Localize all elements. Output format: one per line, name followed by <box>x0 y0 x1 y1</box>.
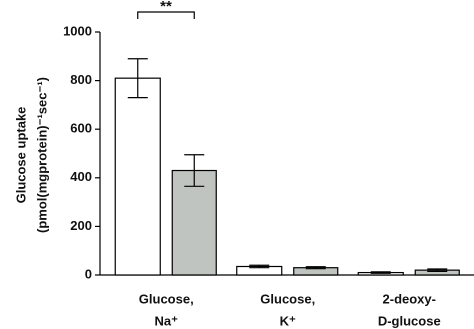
error-bar <box>127 58 148 99</box>
x-tick-label: 2-deoxy- <box>383 291 436 306</box>
x-tick-label: Na⁺ <box>155 313 179 328</box>
bar <box>171 169 217 276</box>
error-bar <box>184 154 205 187</box>
y-tick-label: 400 <box>70 169 92 184</box>
x-tick-label: Glucose, <box>139 291 194 306</box>
x-tick-label: Glucose, <box>260 291 315 306</box>
y-tick-label: 800 <box>70 72 92 87</box>
x-tick-label: D-glucose <box>378 313 441 328</box>
y-tick-label: 600 <box>70 121 92 136</box>
y-label-group: Glucose uptake (pmol(mgprotein)⁻¹sec⁻¹) <box>13 77 49 233</box>
error-bar <box>249 264 270 269</box>
annotation: ** <box>160 0 172 15</box>
error-bar <box>427 268 448 272</box>
significance-bracket <box>137 11 195 19</box>
y-axis-label: (pmol(mgprotein)⁻¹sec⁻¹) <box>34 77 49 233</box>
y-tick-label: 0 <box>85 266 92 281</box>
error-bar <box>305 266 326 270</box>
y-axis-label: Glucose uptake <box>13 107 28 204</box>
x-tick-label: K⁺ <box>280 313 296 328</box>
error-bar <box>370 271 391 274</box>
y-tick-label: 200 <box>70 218 92 233</box>
bar <box>114 77 161 276</box>
y-tick-label: 1000 <box>63 23 92 38</box>
